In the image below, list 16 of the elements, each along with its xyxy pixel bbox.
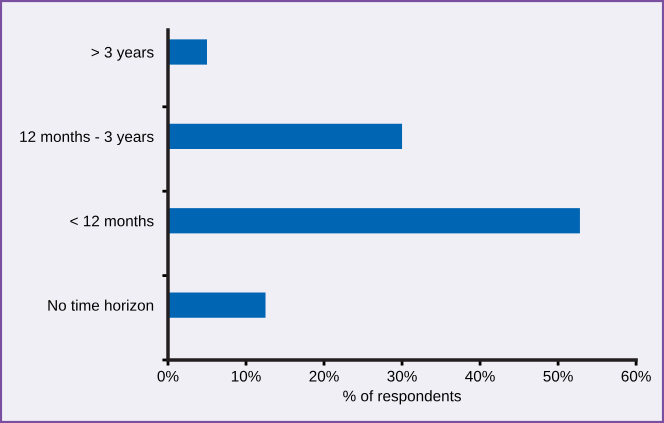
x-tick-label: 40% <box>465 370 495 382</box>
y-tick-label: > 3 years <box>92 46 154 61</box>
y-tick-label: No time horizon <box>48 300 154 311</box>
bar <box>168 208 580 234</box>
bar <box>168 292 266 318</box>
x-tick-label: 50% <box>543 370 573 382</box>
x-tick-label: 20% <box>310 370 339 382</box>
x-tick-label: 0% <box>158 370 178 382</box>
y-tick-label: < 12 months <box>70 215 154 226</box>
bar <box>168 39 207 65</box>
x-tick-label: 10% <box>232 370 261 382</box>
x-axis-title: % of respondents <box>343 390 461 404</box>
x-tick-label: 60% <box>622 370 651 382</box>
x-tick-label: 30% <box>387 370 417 382</box>
bar <box>168 124 402 150</box>
y-tick-label: 12 months - 3 years <box>20 130 154 146</box>
